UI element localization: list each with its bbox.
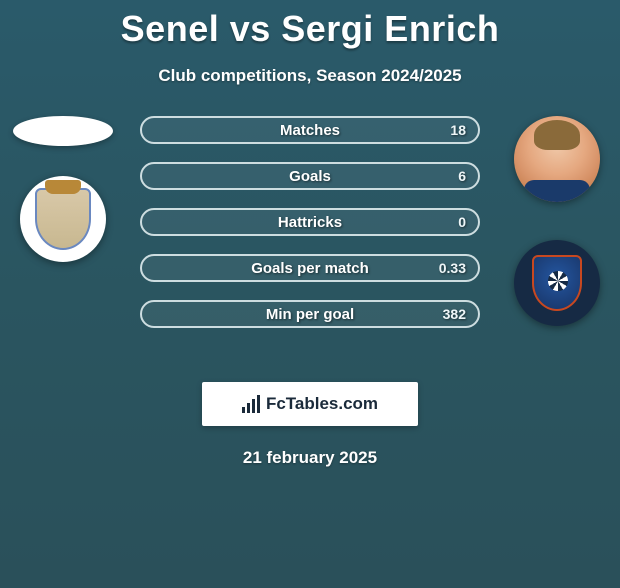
- player-left-avatar: [13, 116, 113, 146]
- stat-label: Matches: [280, 122, 340, 139]
- stat-label: Goals: [289, 168, 331, 185]
- comparison-content: Matches 18 Goals 6 Hattricks 0 Goals per…: [0, 116, 620, 356]
- fctables-logo: FcTables.com: [202, 382, 418, 426]
- player-right-club-badge: [514, 240, 600, 326]
- player-left-club-badge: [20, 176, 106, 262]
- stat-bar-goals: Goals 6: [140, 162, 480, 190]
- stat-label: Hattricks: [278, 214, 342, 231]
- stat-bar-hattricks: Hattricks 0: [140, 208, 480, 236]
- stat-value: 0: [458, 214, 466, 230]
- stat-value: 18: [450, 122, 466, 138]
- stat-bar-goals-per-match: Goals per match 0.33: [140, 254, 480, 282]
- right-player-column: [502, 116, 612, 326]
- subtitle: Club competitions, Season 2024/2025: [0, 66, 620, 86]
- stat-value: 382: [443, 306, 466, 322]
- date-label: 21 february 2025: [0, 448, 620, 468]
- stat-bar-matches: Matches 18: [140, 116, 480, 144]
- logo-text: FcTables.com: [266, 394, 378, 414]
- stat-label: Goals per match: [251, 260, 369, 277]
- player-right-avatar: [514, 116, 600, 202]
- stat-value: 6: [458, 168, 466, 184]
- stat-value: 0.33: [439, 260, 466, 276]
- page-title: Senel vs Sergi Enrich: [0, 8, 620, 50]
- stat-bar-min-per-goal: Min per goal 382: [140, 300, 480, 328]
- left-player-column: [8, 116, 118, 262]
- stat-bars: Matches 18 Goals 6 Hattricks 0 Goals per…: [140, 116, 480, 328]
- stat-label: Min per goal: [266, 306, 354, 323]
- logo-bars-icon: [242, 395, 260, 413]
